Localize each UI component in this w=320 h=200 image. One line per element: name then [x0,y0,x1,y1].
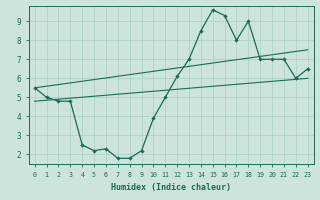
X-axis label: Humidex (Indice chaleur): Humidex (Indice chaleur) [111,183,231,192]
